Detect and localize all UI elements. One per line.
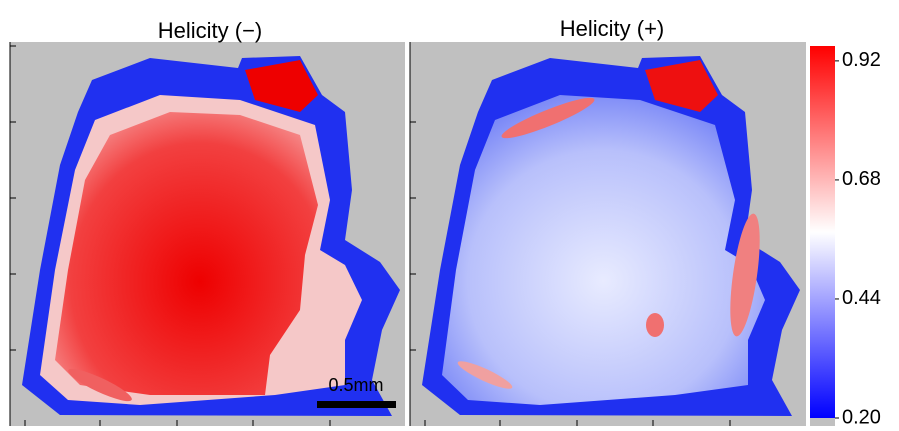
panel-left: 0.5mm Helicity (−) [10,18,405,426]
map-core [442,95,765,405]
scale-bar-label: 0.5mm [328,375,383,395]
colorbar: 0.20 0.44 0.68 0.92 [810,46,881,426]
colorbar-tick-label: 0.44 [842,287,881,309]
colorbar-below [810,418,835,426]
panel-title: Helicity (+) [560,16,665,41]
panel-title: Helicity (−) [158,18,263,43]
map-spot [646,313,664,337]
figure: 0.5mm Helicity (−) Helicity (+) 0.20 0.44… [0,0,899,426]
colorbar-scale [810,46,835,418]
colorbar-tick-label: 0.92 [842,49,881,71]
scale-bar [317,401,396,408]
colorbar-tick-label: 0.68 [842,168,881,190]
panel-right: Helicity (+) [410,16,806,426]
colorbar-tick-label: 0.20 [842,406,881,426]
